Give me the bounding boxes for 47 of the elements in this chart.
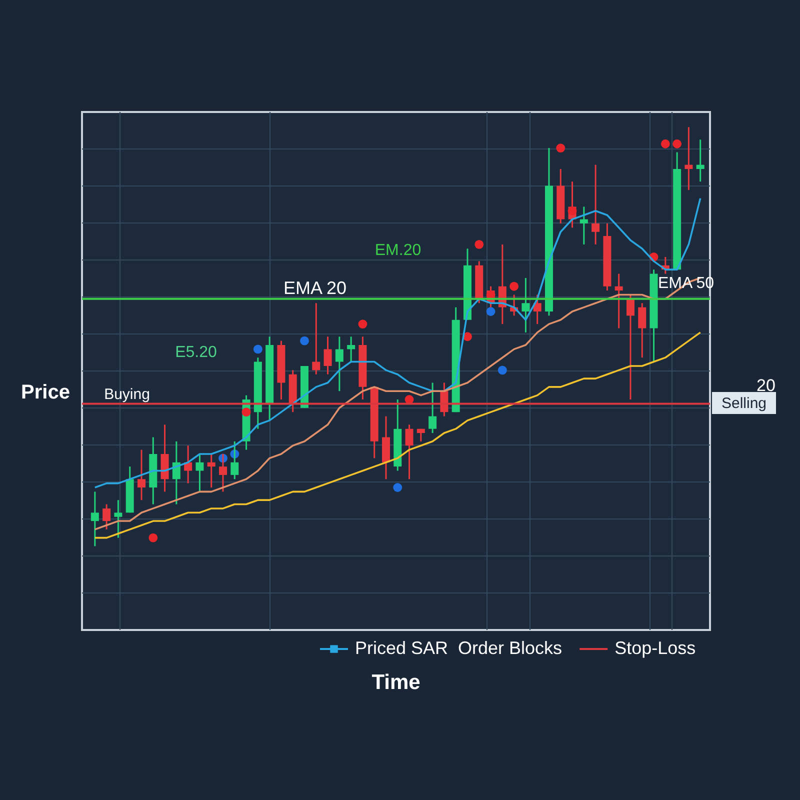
legend-label: Priced SAR (355, 638, 448, 658)
point (498, 366, 507, 375)
text: Order Blocks (458, 638, 562, 658)
point (148, 533, 158, 542)
candlestick (638, 302, 646, 358)
point (393, 483, 402, 492)
text: 20 (756, 376, 776, 395)
point (300, 336, 309, 346)
candlestick (614, 273, 623, 329)
candlestick (428, 382, 437, 434)
point (474, 240, 484, 249)
point (510, 282, 519, 291)
candlestick (207, 453, 216, 488)
point (486, 307, 496, 316)
candlestick (324, 336, 332, 376)
candlestick (90, 490, 99, 547)
y-axis-title: Price (21, 382, 70, 404)
candlestick (196, 453, 204, 492)
candlestick (626, 294, 634, 400)
point (672, 139, 682, 148)
annotation: Buying (104, 386, 150, 403)
annotation: E5.20 (175, 344, 218, 361)
point (358, 320, 368, 329)
candlestick (580, 206, 588, 246)
point (253, 344, 262, 354)
candlestick (114, 499, 122, 539)
text: Selling (721, 395, 767, 412)
candlestick (522, 277, 530, 334)
candlestick (684, 126, 693, 191)
point (242, 408, 251, 417)
candlestick (533, 294, 542, 325)
candlestick (335, 336, 344, 392)
annotation: EM.20 (374, 242, 422, 259)
candlestick (347, 336, 356, 363)
point (556, 144, 566, 153)
legend-label: Stop-Loss (614, 638, 696, 658)
candlestick (592, 164, 600, 246)
point (568, 206, 577, 216)
annotation: EMA 20 (283, 278, 347, 298)
candlestick (696, 138, 704, 182)
candlestick (137, 449, 146, 501)
text: Time (372, 671, 420, 694)
candlestick (312, 302, 320, 376)
candlestick (102, 504, 111, 530)
point (660, 139, 670, 148)
candlestick (405, 424, 414, 480)
candlestick (416, 428, 425, 442)
